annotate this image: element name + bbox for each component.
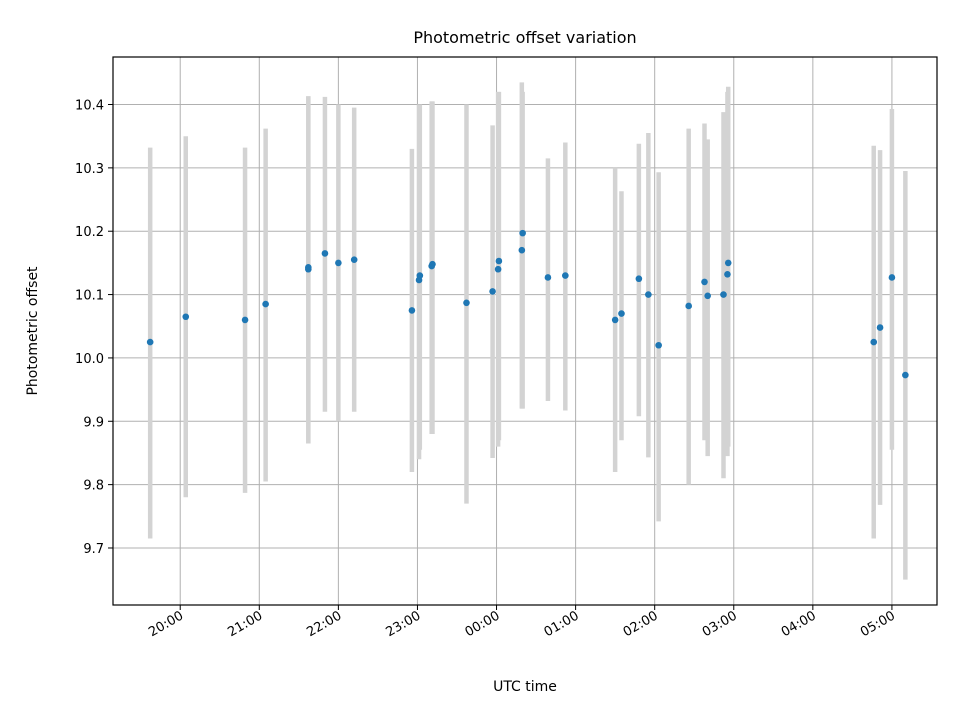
data-point — [518, 246, 526, 254]
data-point — [408, 307, 416, 314]
data-point — [335, 259, 342, 267]
data-point — [724, 270, 731, 278]
data-point — [519, 229, 526, 237]
data-point — [562, 272, 569, 279]
x-axis-label: UTC time — [493, 679, 557, 695]
data-point — [429, 260, 436, 268]
data-point — [645, 291, 652, 298]
data-point — [494, 265, 502, 273]
y-tick-label: 10.1 — [75, 289, 104, 304]
data-point — [305, 264, 312, 271]
data-point — [350, 256, 358, 264]
data-point — [704, 292, 711, 300]
data-point — [902, 371, 909, 379]
y-axis-ticks: 9.7 9.8 9.9 10.0 10.1 10.2 10.3 10.4 — [75, 99, 113, 557]
data-point — [888, 274, 896, 281]
data-point — [182, 313, 190, 321]
data-point — [876, 324, 884, 331]
chart-title: Photometric offset variation — [413, 28, 636, 47]
y-tick-label: 9.7 — [83, 542, 104, 557]
data-points — [146, 229, 909, 379]
data-point — [416, 272, 424, 279]
y-tick-label: 10.3 — [75, 162, 104, 177]
data-point — [262, 300, 269, 308]
y-tick-label: 9.9 — [83, 415, 104, 430]
data-point — [655, 341, 662, 349]
plot-frame — [112, 56, 938, 606]
data-point — [146, 338, 154, 346]
data-point — [635, 275, 643, 283]
y-tick-label: 10.2 — [75, 225, 104, 240]
y-tick-label: 10.4 — [75, 99, 104, 114]
y-axis-label: Photometric offset — [25, 266, 41, 396]
data-point — [870, 338, 878, 346]
data-point — [495, 257, 503, 265]
data-point — [463, 299, 470, 307]
y-tick-label: 9.8 — [83, 479, 104, 494]
data-point — [544, 274, 552, 281]
data-point — [611, 316, 619, 324]
y-tick-label: 10.0 — [75, 352, 104, 367]
data-point — [618, 310, 625, 317]
data-point — [701, 278, 708, 286]
data-point — [241, 316, 249, 324]
data-point — [321, 250, 329, 257]
data-point — [724, 259, 732, 267]
data-point — [489, 288, 496, 295]
grid-lines — [113, 57, 937, 605]
data-point — [685, 302, 692, 310]
data-point — [720, 291, 727, 298]
